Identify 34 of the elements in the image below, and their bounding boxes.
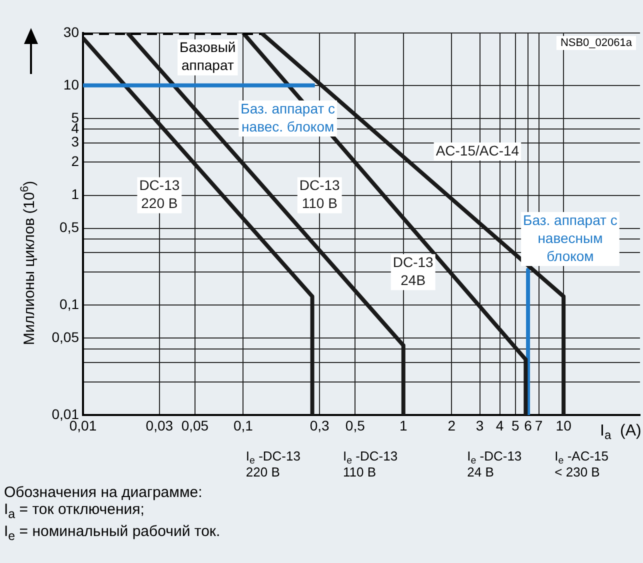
series-label: Базовый аппарат (180, 39, 236, 74)
x-tick-label: 5 (511, 417, 520, 434)
x-tick-label: 7 (534, 417, 543, 434)
y-tick-label: 0,01 (52, 406, 80, 422)
y-tick-label: 0,1 (60, 296, 80, 312)
y-tick-label: 2 (71, 153, 80, 170)
series-label: DC-13 220 В (139, 177, 180, 212)
y-tick-label: 0,05 (52, 329, 80, 346)
x-tick-label: 0,5 (345, 417, 366, 434)
x-tick-label: 2 (448, 417, 456, 434)
text: I$_{e}$ = номинальный рабочий ток. (4, 523, 220, 545)
series-label: AC-15/AC-14 (436, 142, 520, 158)
x-tick-label: 0,03 (146, 417, 174, 434)
series-label: DC-13 24B (392, 254, 434, 288)
x-tick-label: 3 (476, 417, 484, 434)
y-tick-label: 10 (63, 76, 80, 92)
x-tick-label: 10 (556, 417, 572, 434)
x-tick-label: 0,05 (181, 417, 209, 434)
series-label: Баз. аппарат с навесным блоком (523, 212, 618, 264)
x-tick-label: 0,3 (310, 417, 330, 434)
x-tick-label: 0,1 (233, 417, 254, 434)
x-tick-label: 4 (496, 417, 504, 434)
annotation: NSB0_02061a (560, 37, 633, 50)
text: I$_{a}$ = ток отключения; (4, 501, 146, 523)
x-tick-label: 1 (399, 417, 408, 434)
series-label: Баз. аппарат с навес. блоком (240, 100, 336, 134)
x-tick-label: 6 (524, 417, 532, 434)
series-label: DC-13 110 В (299, 177, 340, 212)
y-tick-label: 3 (71, 134, 80, 150)
text: Обозначения на диаграмме: (4, 484, 204, 501)
y-tick-label: 30 (63, 24, 80, 40)
y-tick-label: 1 (71, 186, 80, 202)
y-tick-label: 0,5 (60, 219, 80, 236)
y-axis-title: Миллионы циклов (106) (18, 180, 38, 346)
